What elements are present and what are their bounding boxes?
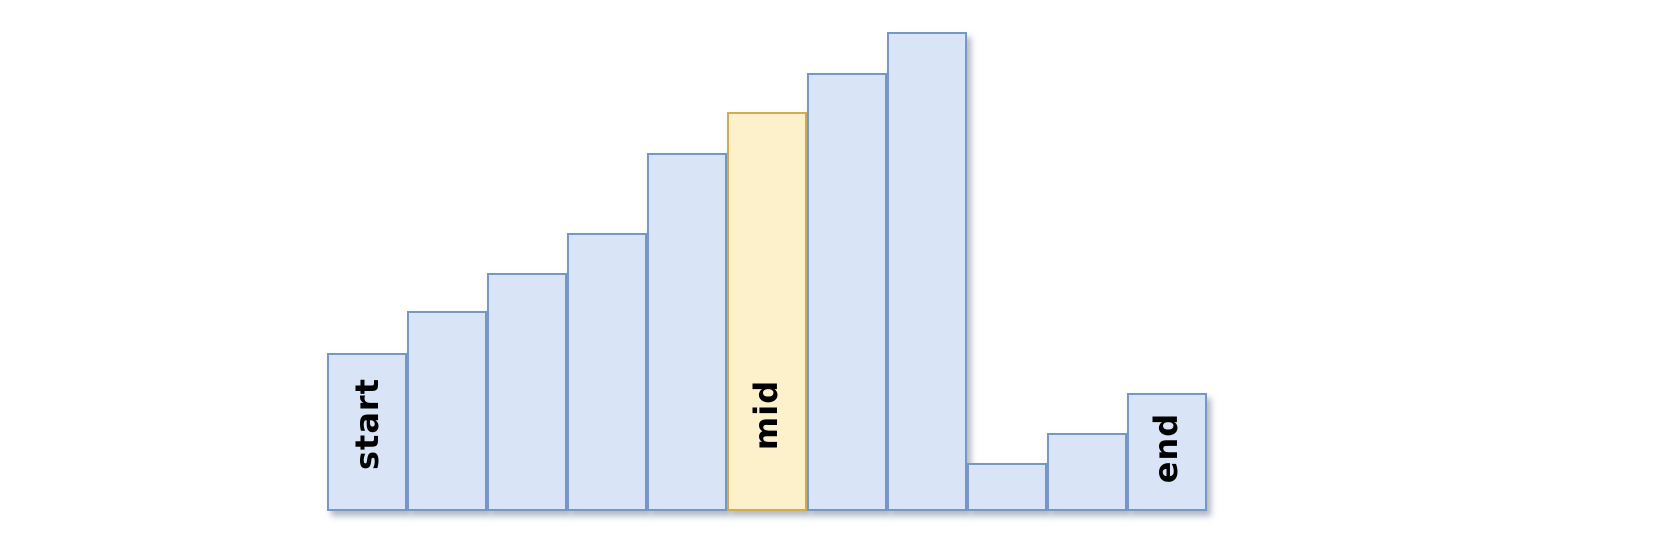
bar-3 bbox=[487, 273, 567, 511]
bar-start bbox=[327, 353, 407, 511]
bar-2 bbox=[407, 311, 487, 511]
bar-10 bbox=[1047, 433, 1127, 511]
bar-5 bbox=[647, 153, 727, 511]
bar-label-start: start bbox=[348, 377, 386, 471]
bar-9 bbox=[967, 463, 1047, 511]
bar-label-end: end bbox=[1147, 412, 1185, 484]
bar-7 bbox=[807, 73, 887, 511]
bar-label-mid: mid bbox=[747, 379, 785, 451]
bar-mid bbox=[727, 112, 807, 511]
bar-8 bbox=[887, 32, 967, 511]
bar-end bbox=[1127, 393, 1207, 511]
bar-4 bbox=[567, 233, 647, 511]
